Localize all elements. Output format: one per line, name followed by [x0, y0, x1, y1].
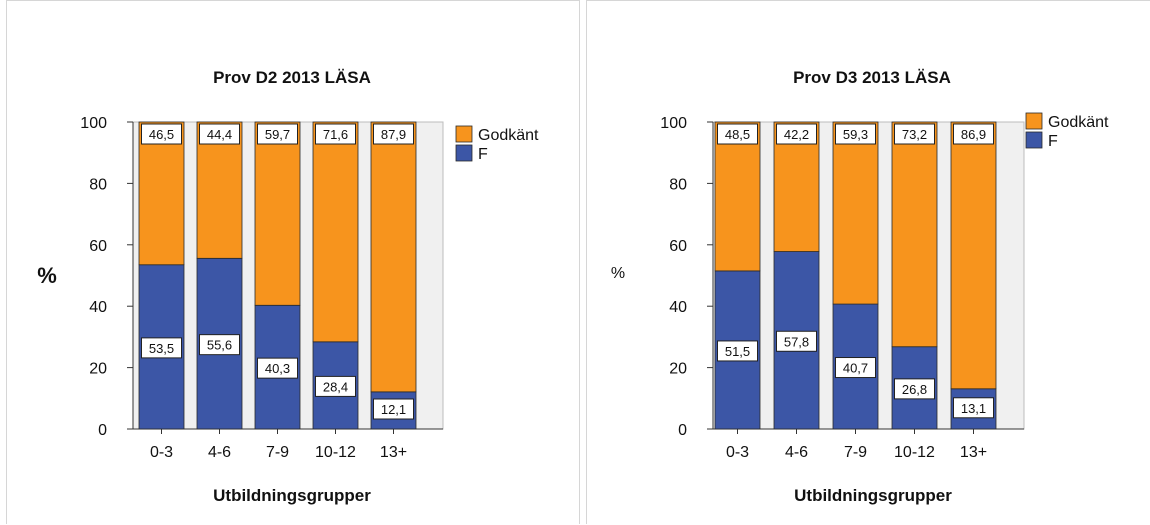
bar-godkant-13+ [950, 121, 997, 390]
legend-label-godkant: Godkänt [1048, 114, 1109, 131]
data-label-box [373, 398, 414, 420]
y-tick-label: 0 [98, 422, 107, 439]
x-tick-label: 4-6 [208, 444, 231, 461]
x-axis-label: Utbildningsgrupper [794, 486, 952, 505]
data-label-box [315, 375, 356, 397]
y-tick-label: 0 [678, 422, 687, 439]
data-label-box [315, 123, 356, 145]
chart-title: Prov D2 2013 LÄSA [213, 68, 371, 87]
legend-swatch-godkant [455, 125, 473, 143]
legend-label-f: F [1048, 133, 1058, 150]
data-label-f: 55,6 [207, 338, 232, 353]
data-label-box [835, 123, 876, 145]
data-label-box [953, 123, 994, 145]
data-label-box [776, 330, 817, 352]
bar-godkant-0-3 [714, 121, 761, 272]
data-label-godkant: 71,6 [323, 127, 348, 142]
data-label-f: 12,1 [381, 402, 406, 417]
bar-godkant-7-9 [254, 121, 301, 306]
data-label-f: 28,4 [323, 379, 348, 394]
data-label-godkant: 48,5 [725, 127, 750, 142]
legend-swatch-f [455, 144, 473, 162]
y-tick-label: 100 [660, 115, 687, 132]
y-tick-label: 80 [89, 176, 107, 193]
legend-label-godkant: Godkänt [478, 127, 539, 144]
data-label-f: 26,8 [902, 382, 927, 397]
data-label-box [141, 337, 182, 359]
data-label-box [257, 357, 298, 379]
data-label-box [141, 123, 182, 145]
data-label-box [894, 123, 935, 145]
data-label-f: 13,1 [961, 401, 986, 416]
y-tick-label: 80 [669, 176, 687, 193]
data-label-box [373, 123, 414, 145]
y-axis-label: % [37, 263, 57, 288]
y-tick-label: 60 [89, 238, 107, 255]
stacked-bar-chart-d3: Prov D3 2013 LÄSA Utbildningsgrupper % G… [611, 68, 1109, 505]
bar-godkant-10-12 [312, 121, 359, 343]
y-tick-label: 40 [89, 299, 107, 316]
x-tick-label: 10-12 [315, 444, 356, 461]
data-label-box [776, 123, 817, 145]
data-label-box [199, 123, 240, 145]
chart-marks: 0 20 40 60 80 100 0-3 48,5 51,5 4-6 42,2 57,8 7-9 59,… [660, 115, 1024, 461]
data-label-godkant: 59,7 [265, 127, 290, 142]
chart-panel-d3: Prov D3 2013 LÄSA Utbildningsgrupper % G… [586, 0, 1150, 524]
legend: Godkänt F [455, 125, 539, 163]
legend-label-f: F [478, 146, 488, 163]
stacked-bar-chart-d2: Prov D2 2013 LÄSA Utbildningsgrupper % G… [37, 68, 539, 505]
data-label-f: 53,5 [149, 341, 174, 356]
data-label-godkant: 42,2 [784, 127, 809, 142]
legend-swatch-f [1025, 131, 1043, 149]
chart-title: Prov D3 2013 LÄSA [793, 68, 951, 87]
x-tick-label: 10-12 [894, 444, 935, 461]
y-tick-label: 20 [89, 361, 107, 378]
y-tick-label: 40 [669, 299, 687, 316]
data-label-box [257, 123, 298, 145]
bar-godkant-13+ [370, 121, 417, 393]
y-tick-label: 20 [669, 361, 687, 378]
data-label-box [717, 340, 758, 362]
x-tick-label: 13+ [380, 444, 407, 461]
data-label-godkant: 59,3 [843, 127, 868, 142]
data-label-f: 40,3 [265, 361, 290, 376]
chart-marks: 0 20 40 60 80 100 0-3 46,5 53,5 4-6 44,4 55,6 7-9 59,… [80, 115, 443, 461]
bar-godkant-7-9 [832, 121, 879, 305]
data-label-f: 57,8 [784, 334, 809, 349]
data-label-box [835, 357, 876, 379]
x-tick-label: 7-9 [266, 444, 289, 461]
chart-panel-d2: Prov D2 2013 LÄSA Utbildningsgrupper % G… [6, 0, 580, 524]
x-axis-label: Utbildningsgrupper [213, 486, 371, 505]
x-tick-label: 13+ [960, 444, 987, 461]
data-label-godkant: 87,9 [381, 127, 406, 142]
x-tick-label: 4-6 [785, 444, 808, 461]
data-label-box [199, 334, 240, 356]
bar-godkant-10-12 [891, 121, 938, 348]
y-axis-label: % [611, 265, 625, 282]
y-tick-label: 100 [80, 115, 107, 132]
data-label-godkant: 46,5 [149, 127, 174, 142]
bar-godkant-4-6 [196, 121, 243, 259]
data-label-box [953, 397, 994, 419]
data-label-box [717, 123, 758, 145]
bar-godkant-0-3 [138, 121, 185, 266]
x-tick-label: 0-3 [150, 444, 173, 461]
legend: Godkänt F [1025, 112, 1109, 150]
data-label-f: 51,5 [725, 344, 750, 359]
data-label-f: 40,7 [843, 361, 868, 376]
y-tick-label: 60 [669, 238, 687, 255]
data-label-godkant: 44,4 [207, 127, 232, 142]
x-tick-label: 0-3 [726, 444, 749, 461]
data-label-godkant: 86,9 [961, 127, 986, 142]
data-label-godkant: 73,2 [902, 127, 927, 142]
x-tick-label: 7-9 [844, 444, 867, 461]
data-label-box [894, 378, 935, 400]
legend-swatch-godkant [1025, 112, 1043, 130]
